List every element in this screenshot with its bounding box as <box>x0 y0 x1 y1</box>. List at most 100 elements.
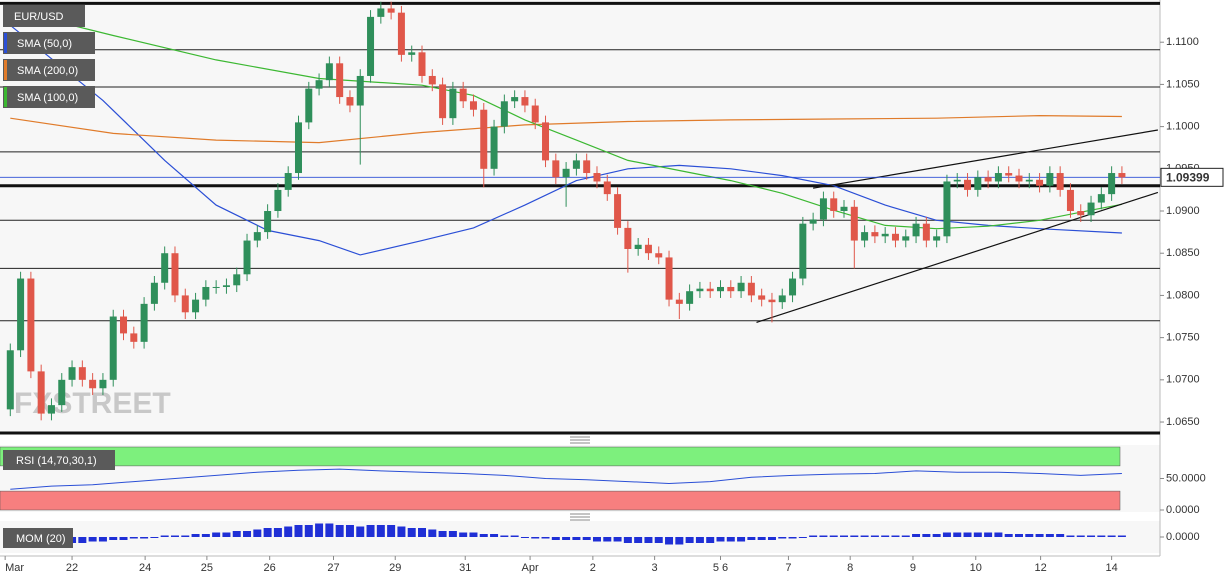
mom-bar <box>191 534 200 537</box>
mom-bar <box>695 537 704 543</box>
mom-bar <box>273 528 282 537</box>
mom-bar <box>294 525 303 537</box>
mom-bar <box>1035 534 1044 537</box>
mom-bar <box>582 537 591 540</box>
candle-body <box>140 303 148 342</box>
candle-body <box>922 223 930 241</box>
candle-body <box>809 219 817 224</box>
candle-body <box>789 278 797 296</box>
candle-body <box>953 179 961 182</box>
mom-bar <box>387 525 396 537</box>
legend-label: SMA (50,0) <box>17 38 72 50</box>
candle-body <box>274 189 282 212</box>
y-tick-label: 1.1050 <box>1166 78 1200 90</box>
mom-bar <box>623 537 632 543</box>
candle-body <box>387 8 395 13</box>
mom-bar <box>613 537 622 542</box>
chart-title: EUR/USD <box>14 11 64 23</box>
mom-bar <box>840 535 849 537</box>
candle-body <box>6 350 14 410</box>
last-price-box <box>1160 167 1224 187</box>
mom-bar <box>1004 534 1013 537</box>
y-tick-label: 0.0000 <box>1166 531 1200 543</box>
candle-body <box>294 122 302 174</box>
mom-bar <box>665 537 674 545</box>
x-tick-label: 22 <box>66 562 78 574</box>
candle-body <box>974 177 982 190</box>
candle-body <box>490 126 498 169</box>
mom-bar <box>901 535 910 537</box>
mom-bar <box>767 537 776 540</box>
candle-body <box>758 295 766 300</box>
candle-body <box>552 160 560 178</box>
candle-body <box>315 80 323 89</box>
candle-body <box>1005 173 1013 176</box>
candle-body <box>181 295 189 313</box>
mom-bar <box>459 532 468 537</box>
mom-bar <box>788 537 797 539</box>
mom-bar <box>448 531 457 537</box>
mom-bar <box>150 537 159 538</box>
candle-body <box>449 88 457 119</box>
y-tick-label: 1.0850 <box>1166 247 1200 259</box>
candle-body <box>212 286 220 288</box>
mom-bar <box>912 534 921 537</box>
x-tick-label: 3 <box>652 562 658 574</box>
mom-title: MOM (20) <box>16 533 66 545</box>
mom-bar <box>675 537 684 545</box>
candle-body <box>1087 202 1095 216</box>
candle-body <box>109 316 117 380</box>
mom-bar <box>520 537 529 538</box>
y-tick-label: 1.0750 <box>1166 332 1200 344</box>
x-tick-label: 31 <box>459 562 471 574</box>
mom-bar <box>243 531 252 537</box>
candle-body <box>562 168 570 178</box>
x-tick-label: 7 <box>785 562 791 574</box>
y-tick-label: 1.1000 <box>1166 121 1200 133</box>
candle-body <box>511 97 519 102</box>
candle-body <box>572 160 580 169</box>
mom-bar <box>170 535 179 537</box>
candle-body <box>1097 194 1105 203</box>
candle-body <box>233 274 241 286</box>
mom-bar <box>963 532 972 537</box>
mom-bar <box>490 534 499 537</box>
legend-label: SMA (100,0) <box>17 92 78 104</box>
mom-bar <box>356 526 365 537</box>
trend-line <box>813 129 1158 189</box>
mom-bar <box>253 529 262 537</box>
mom-bar <box>1076 535 1085 537</box>
mom-bar <box>469 532 478 537</box>
candle-body <box>192 299 200 313</box>
mom-bar <box>160 535 169 537</box>
candle-body <box>655 253 663 258</box>
mom-bar <box>232 531 241 537</box>
rsi-title-box <box>3 450 115 470</box>
candle-body <box>459 88 467 102</box>
candle-body <box>336 63 344 98</box>
legend-swatch <box>4 33 7 53</box>
y-tick-label: 1.0700 <box>1166 374 1200 386</box>
candle-body <box>1025 179 1033 182</box>
mom-bar <box>1087 535 1096 537</box>
x-tick-label: 8 <box>847 562 853 574</box>
candle-body <box>150 282 158 304</box>
mom-bar <box>88 537 97 542</box>
candle-body <box>603 181 611 195</box>
mom-bar <box>860 535 869 537</box>
candle-body <box>346 97 354 106</box>
x-tick-label: 9 <box>910 562 916 574</box>
candle-body <box>377 8 385 17</box>
mom-bar <box>284 526 293 537</box>
mom-bar <box>263 528 272 537</box>
x-tick-label: 5 6 <box>713 562 728 574</box>
legend-box <box>3 32 95 54</box>
mom-bar <box>78 537 87 543</box>
candle-body <box>696 288 704 292</box>
candle-body <box>747 282 755 296</box>
candle-body <box>850 206 858 241</box>
mom-bar <box>603 537 612 542</box>
candle-body <box>1015 175 1023 182</box>
mom-title-box <box>3 528 73 548</box>
mom-bar <box>366 525 375 537</box>
